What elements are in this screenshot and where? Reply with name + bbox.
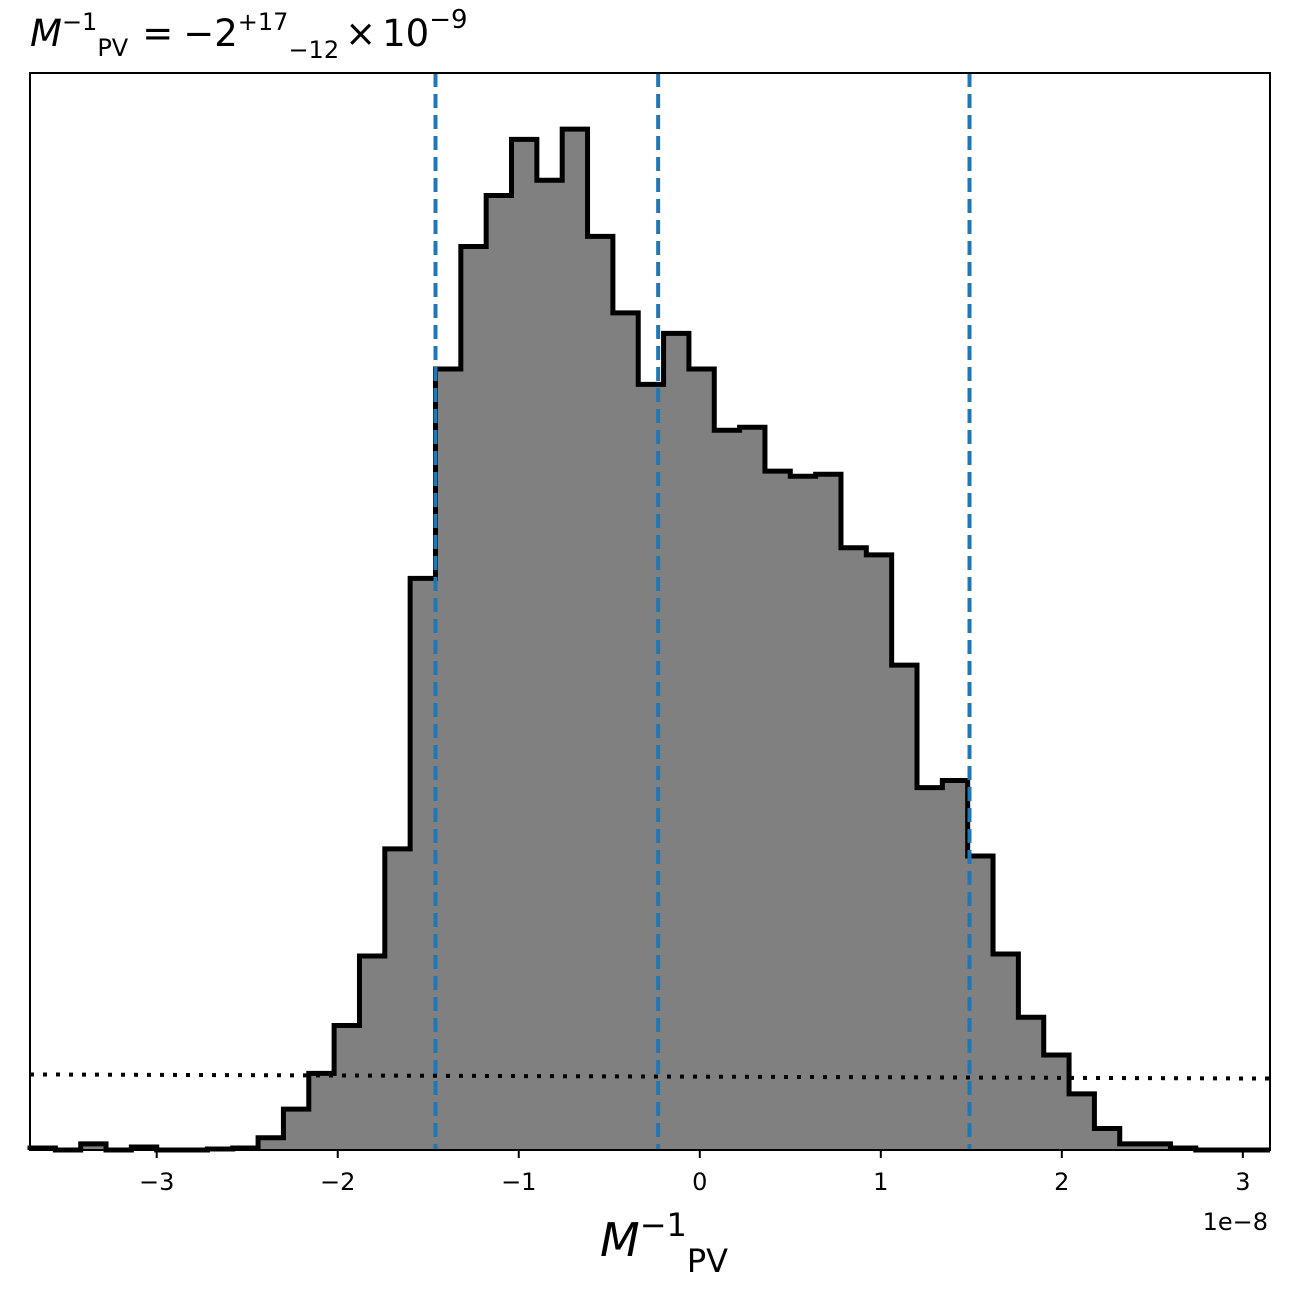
xlabel-var: M — [600, 1213, 640, 1267]
x-tick-label: 0 — [692, 1168, 707, 1196]
x-offset-label: 1e−8 — [1203, 1208, 1268, 1236]
title-var: M — [30, 12, 62, 55]
histogram-bin — [512, 139, 537, 1150]
x-tick-label: 2 — [1054, 1168, 1069, 1196]
x-tick-label: −3 — [139, 1168, 174, 1196]
title-err-plus: +17 — [238, 8, 289, 36]
histogram-bin — [385, 849, 410, 1150]
histogram-bin — [410, 578, 435, 1150]
x-tick-label: −2 — [320, 1168, 355, 1196]
histogram-bin — [1044, 1055, 1069, 1150]
histogram-bin — [334, 1025, 359, 1150]
histogram-bin — [435, 369, 460, 1150]
histogram-bin — [461, 247, 486, 1150]
histogram-bin — [993, 954, 1018, 1150]
histogram-bin — [664, 333, 689, 1150]
histogram-outline — [27, 126, 1270, 1153]
xlabel-sup: −1 — [640, 1206, 687, 1244]
histogram-bin — [714, 430, 739, 1150]
histogram-bin — [537, 180, 562, 1150]
axes-frame — [29, 72, 1271, 1151]
title-times: × — [345, 12, 376, 55]
histogram-bin — [689, 369, 714, 1150]
histogram-bin — [1018, 1017, 1043, 1150]
histogram-bin — [588, 236, 613, 1150]
histogram-fill — [30, 129, 1270, 1151]
title-base: 10 — [382, 12, 429, 55]
title-var-sub: PV — [97, 34, 128, 62]
histogram-bin — [917, 788, 942, 1150]
histogram-bin — [486, 196, 511, 1150]
x-axis-label: M−1PV — [600, 1206, 728, 1280]
histogram-bin — [740, 427, 765, 1150]
title-equals: = — [142, 12, 173, 55]
histogram-bin — [613, 313, 638, 1150]
histogram-bin — [359, 956, 384, 1150]
x-tick-label: 1 — [873, 1168, 888, 1196]
x-tick-label: −1 — [501, 1168, 536, 1196]
title-var-sup: −1 — [62, 8, 97, 36]
histogram-bars — [30, 129, 1196, 1150]
histogram-bin — [816, 474, 841, 1150]
histogram-bin — [258, 1138, 283, 1150]
histogram-bin — [942, 780, 967, 1150]
x-axis-ticks: −3 −2 −1 0 1 2 3 — [139, 1150, 1250, 1196]
plot-area — [27, 73, 1271, 1153]
chart-title: M−1PV = −2+17−12 × 10−9 — [30, 5, 468, 64]
histogram-bin — [866, 555, 891, 1150]
histogram-bin — [1069, 1094, 1094, 1150]
credible-interval-lines — [433, 73, 972, 1150]
x-tick-label: 3 — [1235, 1168, 1250, 1196]
histogram-bin — [283, 1109, 308, 1150]
histogram-bin — [790, 476, 815, 1150]
histogram-bin — [309, 1073, 334, 1150]
histogram-bin — [841, 548, 866, 1150]
histogram-bin — [562, 129, 587, 1150]
xlabel-sub: PV — [687, 1242, 728, 1280]
title-value: −2 — [183, 12, 238, 55]
title-err-minus: −12 — [288, 36, 339, 64]
histogram-bin — [765, 471, 790, 1150]
histogram-bin — [1094, 1129, 1119, 1150]
title-exponent: −9 — [429, 5, 467, 35]
